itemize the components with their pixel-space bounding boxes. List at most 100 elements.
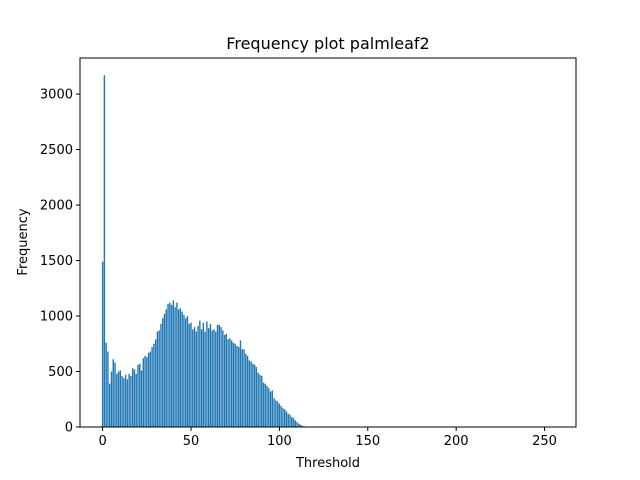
bar: [292, 418, 295, 427]
x-tick-label: 150: [355, 434, 380, 449]
x-axis-label: Threshold: [295, 456, 360, 471]
bar: [225, 333, 228, 427]
bar: [200, 329, 203, 427]
bar: [262, 382, 265, 427]
bar: [241, 349, 243, 427]
bar: [294, 420, 296, 427]
bar: [238, 347, 240, 427]
bar: [218, 324, 220, 427]
bar: [160, 323, 162, 427]
bar: [204, 331, 206, 427]
bar: [257, 372, 259, 427]
bar: [147, 352, 150, 427]
bar: [103, 75, 106, 427]
bar: [149, 351, 152, 427]
bar: [151, 347, 153, 427]
bar: [172, 300, 175, 427]
bar: [282, 408, 284, 427]
bar: [283, 409, 286, 427]
bar: [291, 417, 293, 427]
bar: [146, 357, 148, 427]
bar: [285, 411, 288, 427]
bar: [131, 368, 134, 427]
bar: [121, 375, 123, 427]
bar: [142, 358, 144, 427]
bar: [116, 373, 118, 427]
bar: [101, 261, 104, 427]
bar: [165, 309, 167, 427]
bar: [179, 308, 182, 427]
bar: [266, 385, 268, 427]
bar: [170, 304, 173, 427]
bar: [156, 331, 159, 427]
x-tick-label: 50: [183, 434, 200, 449]
y-tick-label: 3000: [40, 88, 73, 103]
bar: [135, 373, 137, 427]
bar: [255, 367, 258, 427]
bar: [140, 370, 143, 427]
x-tick-label: 200: [444, 434, 469, 449]
bar: [185, 318, 187, 427]
plot-frame: [79, 57, 577, 428]
bar: [197, 326, 199, 427]
x-axis-ticks: 0 50 100 150 200 250: [98, 427, 557, 449]
bar: [195, 331, 198, 427]
x-tick-label: 0: [98, 434, 106, 449]
bars-group: [101, 75, 312, 427]
bar: [275, 400, 277, 427]
bar: [216, 324, 219, 427]
bar: [169, 302, 171, 427]
bar: [278, 403, 281, 427]
bar: [287, 413, 289, 427]
bar: [193, 327, 196, 427]
bar: [268, 388, 270, 427]
bar: [230, 340, 233, 427]
bar: [245, 353, 247, 427]
bar: [114, 362, 116, 427]
bar: [223, 334, 226, 427]
bar: [232, 342, 235, 427]
bar: [250, 361, 252, 427]
bar: [192, 329, 194, 427]
bar: [259, 374, 261, 427]
bar: [299, 424, 302, 427]
bar: [202, 322, 205, 427]
bar: [298, 423, 300, 427]
bar: [177, 309, 180, 427]
bar: [153, 343, 155, 427]
bar: [186, 316, 189, 427]
bar: [158, 330, 160, 427]
bar: [124, 374, 127, 427]
bar: [181, 311, 183, 427]
bar: [220, 327, 222, 427]
bar: [296, 422, 298, 427]
bar: [264, 383, 266, 427]
y-tick-label: 2500: [40, 143, 73, 158]
bar: [176, 302, 178, 427]
y-tick-label: 500: [48, 365, 73, 380]
y-tick-label: 1500: [40, 254, 73, 269]
bar: [209, 323, 212, 427]
bar: [252, 363, 254, 427]
bar: [261, 375, 263, 427]
bar: [236, 345, 238, 427]
bar: [126, 379, 129, 427]
bar: [112, 359, 114, 427]
bar: [243, 349, 245, 427]
bar: [213, 329, 215, 427]
bar: [154, 339, 157, 427]
bar: [211, 330, 213, 427]
bar: [183, 314, 185, 427]
bar: [162, 318, 164, 427]
bar: [105, 342, 107, 427]
bar: [229, 338, 231, 427]
bar: [139, 363, 141, 427]
bar: [227, 339, 229, 427]
bar: [144, 355, 146, 427]
bar: [239, 340, 242, 427]
bar: [207, 328, 210, 427]
bar: [137, 364, 139, 427]
y-tick-label: 2000: [40, 199, 73, 214]
